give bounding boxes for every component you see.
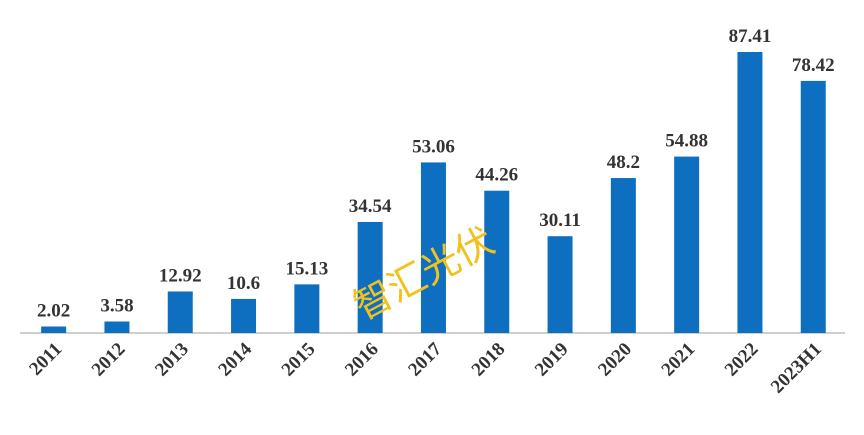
value-label: 87.41 xyxy=(729,26,772,47)
bar xyxy=(610,178,636,333)
bar xyxy=(800,80,826,333)
x-tick-label: 2011 xyxy=(25,339,66,380)
value-label: 54.88 xyxy=(665,131,708,152)
x-tick-label: 2012 xyxy=(88,339,130,381)
x-tick-label: 2014 xyxy=(214,338,256,380)
bar xyxy=(231,298,257,333)
x-tick-label: 2020 xyxy=(594,339,636,381)
x-tick-label: 2017 xyxy=(404,338,446,380)
bar xyxy=(484,190,510,333)
bar xyxy=(357,221,383,333)
value-label: 78.42 xyxy=(792,55,835,76)
x-tick-label: 2016 xyxy=(341,339,383,381)
value-label: 15.13 xyxy=(285,258,328,279)
x-tick-label: 2023H1 xyxy=(767,339,826,398)
bar xyxy=(41,326,67,333)
x-tick-label: 2018 xyxy=(468,339,510,381)
value-label: 3.58 xyxy=(100,295,133,316)
bar xyxy=(167,291,193,333)
value-label: 12.92 xyxy=(159,265,202,286)
bar xyxy=(104,321,130,333)
value-label: 2.02 xyxy=(37,301,70,322)
x-tick-label: 2021 xyxy=(658,339,700,381)
value-label: 44.26 xyxy=(475,165,518,186)
value-label: 34.54 xyxy=(349,196,392,217)
x-tick-label: 2013 xyxy=(151,339,193,381)
bar xyxy=(420,162,446,333)
bar xyxy=(737,52,763,333)
value-label: 10.6 xyxy=(227,273,260,294)
bar xyxy=(294,284,320,333)
value-label: 53.06 xyxy=(412,136,455,157)
bar xyxy=(547,236,573,333)
x-tick-label: 2019 xyxy=(531,339,573,381)
value-label: 30.11 xyxy=(539,210,581,231)
value-label: 48.2 xyxy=(607,152,640,173)
x-tick-label: 2022 xyxy=(721,339,763,381)
x-tick-label: 2015 xyxy=(278,339,320,381)
bar xyxy=(674,156,700,333)
